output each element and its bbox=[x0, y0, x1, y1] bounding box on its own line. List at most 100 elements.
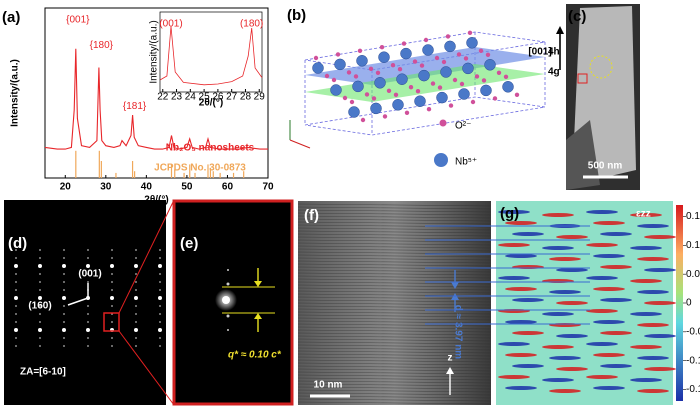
spot bbox=[159, 249, 161, 251]
nb-atom bbox=[392, 99, 404, 111]
fringe bbox=[297, 350, 492, 354]
spot bbox=[159, 289, 161, 291]
y-axis-label: Intensity/(a.u.) bbox=[10, 59, 21, 127]
o-atom bbox=[379, 45, 385, 50]
q-label: q* ≈ 0.10 c* bbox=[228, 350, 282, 361]
nb-atom bbox=[480, 84, 492, 97]
streak bbox=[644, 268, 676, 272]
spot bbox=[111, 289, 113, 291]
panel-e: (e) q* ≈ 0.10 c* bbox=[172, 199, 294, 406]
nb-atom bbox=[436, 91, 448, 104]
o-atom bbox=[430, 81, 436, 86]
selected-area bbox=[589, 55, 613, 79]
streak bbox=[593, 287, 625, 291]
fringe bbox=[297, 308, 492, 312]
panel-label: (g) bbox=[500, 205, 519, 222]
streak bbox=[586, 243, 618, 247]
streak bbox=[600, 364, 632, 368]
spot bbox=[111, 321, 113, 323]
streak bbox=[512, 232, 544, 236]
spot bbox=[38, 264, 42, 268]
streak bbox=[556, 367, 588, 371]
fringe bbox=[297, 323, 492, 327]
inset-frame bbox=[159, 11, 263, 93]
spot bbox=[159, 337, 161, 339]
nb-atom bbox=[444, 40, 456, 53]
panel-label: (b) bbox=[287, 7, 306, 24]
nb-atom bbox=[458, 88, 470, 100]
spot bbox=[14, 296, 18, 300]
nb-atom bbox=[312, 62, 324, 74]
spot bbox=[158, 264, 162, 268]
spot bbox=[159, 257, 161, 259]
series-label: Nb₂O₅ nanosheets bbox=[166, 143, 255, 154]
o-atom bbox=[386, 88, 392, 94]
spot bbox=[63, 273, 65, 275]
fringe bbox=[297, 233, 492, 237]
lattice-fringes bbox=[297, 203, 492, 405]
fringe bbox=[297, 260, 492, 264]
o-atom bbox=[492, 96, 498, 101]
streak bbox=[512, 298, 544, 302]
colorbar-tick-label: 0.1 bbox=[686, 240, 700, 251]
o-atom bbox=[397, 67, 403, 72]
arrow bbox=[67, 297, 89, 306]
panel-a: (a) 20 30 40 50 60 70 2θ/(°) Intensity/(a.u.) Nb… bbox=[2, 7, 274, 206]
fringe bbox=[297, 326, 492, 330]
spot bbox=[110, 296, 114, 300]
spot bbox=[86, 264, 90, 268]
fringe bbox=[297, 368, 492, 372]
scale-label: 10 nm bbox=[314, 380, 343, 391]
zoom-line bbox=[118, 330, 175, 406]
peak-label: {181} bbox=[123, 101, 147, 112]
spot bbox=[63, 337, 65, 339]
o-atom bbox=[496, 70, 502, 76]
layer-guides bbox=[425, 225, 590, 325]
spot bbox=[135, 257, 137, 259]
streak bbox=[593, 221, 625, 225]
spot bbox=[158, 328, 162, 332]
o-atom bbox=[404, 110, 410, 116]
streak bbox=[630, 312, 662, 316]
fringe bbox=[297, 287, 492, 291]
spot bbox=[62, 296, 66, 300]
spot bbox=[158, 296, 162, 300]
fringe bbox=[297, 389, 492, 393]
streak bbox=[600, 265, 632, 269]
o-atom bbox=[360, 117, 366, 123]
o-atom bbox=[426, 107, 432, 112]
fringe bbox=[297, 356, 492, 360]
strain-streaks bbox=[498, 210, 676, 393]
streak bbox=[505, 287, 537, 291]
diffraction-image bbox=[4, 200, 166, 405]
spot bbox=[159, 273, 161, 275]
streak bbox=[556, 334, 588, 338]
spot bbox=[62, 328, 66, 332]
fringe bbox=[297, 359, 492, 363]
fringe bbox=[297, 362, 492, 366]
fringe bbox=[297, 257, 492, 261]
fringe bbox=[297, 374, 492, 378]
streak bbox=[498, 243, 530, 247]
o-atom bbox=[371, 96, 377, 101]
streak bbox=[498, 375, 530, 379]
streak bbox=[505, 254, 537, 258]
o-atom bbox=[353, 74, 359, 79]
fringe bbox=[297, 365, 492, 369]
fringe bbox=[297, 392, 492, 396]
x-tick-label: 30 bbox=[100, 182, 112, 193]
fringe bbox=[297, 209, 492, 213]
o-atom bbox=[485, 52, 491, 57]
spot bbox=[111, 337, 113, 339]
marker bbox=[577, 73, 588, 84]
o-atom bbox=[335, 52, 341, 57]
spot bbox=[87, 257, 89, 259]
fringe bbox=[297, 263, 492, 267]
streak bbox=[498, 342, 530, 346]
nb-atom bbox=[440, 66, 452, 78]
o-atom bbox=[474, 74, 480, 79]
spot bbox=[135, 345, 137, 347]
x-tick-label: 20 bbox=[60, 182, 72, 193]
streak bbox=[512, 331, 544, 335]
fringe bbox=[297, 272, 492, 276]
